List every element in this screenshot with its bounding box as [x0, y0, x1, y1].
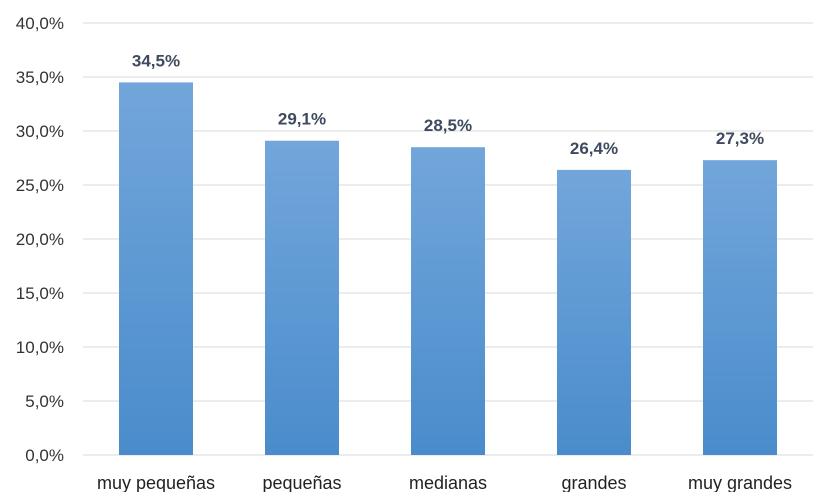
y-tick-label: 35,0%	[16, 68, 64, 87]
bar	[411, 147, 485, 455]
y-axis-tick-labels: 0,0% 5,0% 10,0% 15,0% 20,0% 25,0% 30,0% 35,0% 40…	[16, 14, 64, 465]
x-tick-label: medianas	[409, 473, 487, 492]
y-tick-label: 5,0%	[25, 392, 64, 411]
data-label: 27,3%	[716, 129, 764, 148]
y-tick-label: 30,0%	[16, 122, 64, 141]
data-label: 26,4%	[570, 139, 618, 158]
data-label: 28,5%	[424, 116, 472, 135]
bars	[119, 82, 777, 456]
y-tick-label: 20,0%	[16, 230, 64, 249]
x-axis-tick-labels: muy pequeñas pequeñas medianas grandes muy g…	[97, 473, 792, 492]
y-tick-label: 25,0%	[16, 176, 64, 195]
y-tick-label: 40,0%	[16, 14, 64, 33]
data-label: 34,5%	[132, 51, 180, 70]
y-tick-label: 10,0%	[16, 338, 64, 357]
data-labels: 34,5% 29,1% 28,5% 26,4% 27,3%	[132, 51, 764, 157]
x-tick-label: pequeñas	[262, 473, 341, 492]
y-tick-label: 0,0%	[25, 446, 64, 465]
data-label: 29,1%	[278, 110, 326, 129]
bar	[265, 140, 339, 455]
bar	[557, 169, 631, 455]
x-tick-label: muy grandes	[688, 473, 792, 492]
x-tick-label: muy pequeñas	[97, 473, 215, 492]
bar	[119, 82, 193, 456]
x-tick-label: grandes	[561, 473, 626, 492]
y-tick-label: 15,0%	[16, 284, 64, 303]
bar	[703, 160, 777, 455]
